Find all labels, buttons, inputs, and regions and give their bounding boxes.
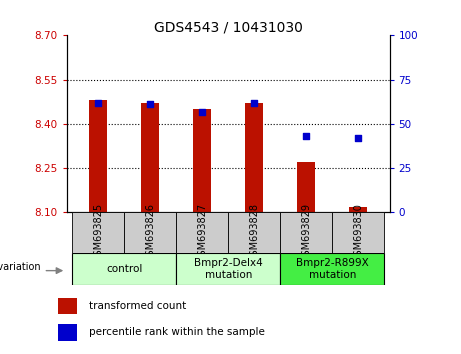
- Text: GSM693830: GSM693830: [353, 203, 363, 262]
- Bar: [280, 253, 384, 285]
- Point: [250, 100, 258, 105]
- Text: genotype/variation: genotype/variation: [0, 262, 41, 273]
- Text: GSM693828: GSM693828: [249, 203, 259, 262]
- Point: [147, 102, 154, 107]
- Bar: [58, 297, 77, 314]
- Text: GSM693825: GSM693825: [93, 203, 103, 262]
- Point: [302, 133, 310, 139]
- Bar: [176, 212, 228, 253]
- Point: [95, 100, 102, 105]
- Title: GDS4543 / 10431030: GDS4543 / 10431030: [154, 20, 302, 34]
- Bar: [280, 212, 332, 253]
- Text: GSM693826: GSM693826: [145, 203, 155, 262]
- Bar: [72, 212, 124, 253]
- Bar: [297, 162, 315, 212]
- Bar: [58, 324, 77, 341]
- Bar: [124, 212, 176, 253]
- Text: Bmpr2-R899X
mutation: Bmpr2-R899X mutation: [296, 258, 369, 280]
- Bar: [332, 212, 384, 253]
- Bar: [141, 103, 159, 212]
- Text: transformed count: transformed count: [89, 301, 186, 311]
- Text: Bmpr2-Delx4
mutation: Bmpr2-Delx4 mutation: [194, 258, 263, 280]
- Bar: [245, 103, 263, 212]
- Bar: [349, 206, 367, 212]
- Text: control: control: [106, 264, 142, 274]
- Bar: [228, 212, 280, 253]
- Bar: [89, 100, 107, 212]
- Text: GSM693829: GSM693829: [301, 203, 311, 262]
- Point: [355, 135, 362, 141]
- Text: GSM693827: GSM693827: [197, 203, 207, 262]
- Text: percentile rank within the sample: percentile rank within the sample: [89, 327, 265, 337]
- Point: [199, 109, 206, 114]
- Bar: [193, 109, 211, 212]
- Bar: [72, 253, 176, 285]
- Bar: [176, 253, 280, 285]
